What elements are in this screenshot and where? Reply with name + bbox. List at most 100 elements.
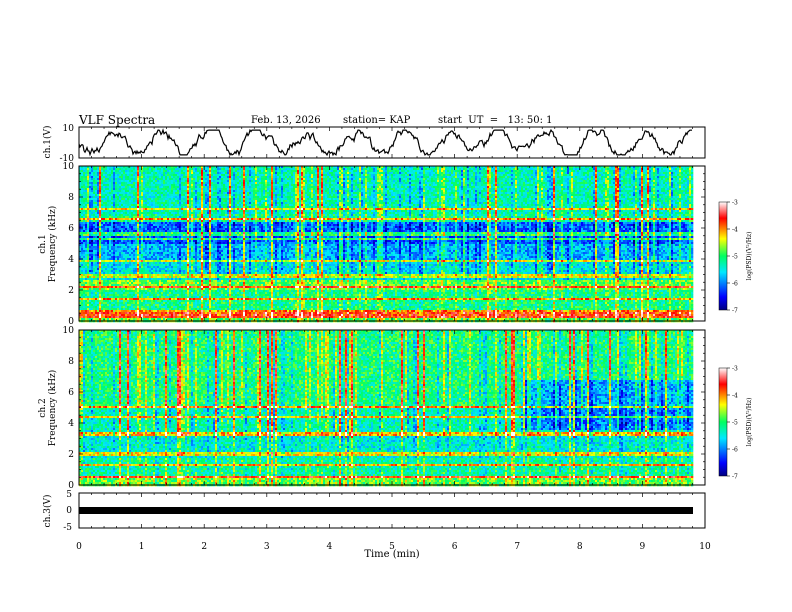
spectrogram-cell — [613, 172, 616, 175]
spectrogram-cell — [497, 190, 500, 193]
spectrogram-cell — [539, 188, 542, 191]
spectrogram-cell — [371, 172, 374, 175]
spectrogram-cell — [289, 194, 292, 197]
spectrogram-cell — [91, 198, 94, 201]
spectrogram-cell — [499, 180, 502, 183]
spectrogram-cell — [381, 194, 384, 197]
spectrogram-cell — [441, 172, 444, 175]
spectrogram-cell — [681, 190, 684, 193]
spectrogram-cell — [155, 198, 158, 201]
spectrogram-cell — [569, 194, 572, 197]
spectrogram-cell — [545, 194, 548, 197]
spectrogram-cell — [573, 178, 576, 181]
spectrogram-cell — [493, 168, 496, 171]
spectrogram-cell — [419, 194, 422, 197]
spectrogram-cell — [97, 172, 100, 175]
spectrogram-cell — [317, 172, 320, 175]
spectrogram-cell — [567, 174, 570, 177]
spectrogram-cell — [523, 166, 526, 169]
spectrogram-cell — [599, 194, 602, 197]
spectrogram-cell — [423, 174, 426, 177]
spectrogram-cell — [163, 176, 166, 179]
spectrogram-cell — [135, 188, 138, 191]
spectrogram-cell — [121, 196, 124, 199]
spectrogram-cell — [81, 168, 84, 171]
spectrogram-cell — [375, 166, 378, 169]
spectrogram-cell — [221, 188, 224, 191]
spectrogram-cell — [265, 176, 268, 179]
spectrogram-cell — [195, 174, 198, 177]
spectrogram-cell — [431, 170, 434, 173]
spectrogram-cell — [573, 166, 576, 169]
spectrogram-cell — [501, 174, 504, 177]
spectrogram-cell — [267, 174, 270, 177]
spectrogram-cell — [685, 182, 688, 185]
spectrogram-cell — [355, 178, 358, 181]
spectrogram-cell — [387, 190, 390, 193]
spectrogram-cell — [607, 190, 610, 193]
spectrogram-cell — [457, 176, 460, 179]
spectrogram-cell — [657, 184, 660, 187]
spectrogram-cell — [107, 190, 110, 193]
spectrogram-cell — [105, 178, 108, 181]
spectrogram-cell — [193, 196, 196, 199]
spectrogram-cell — [189, 172, 192, 175]
spectrogram-cell — [139, 170, 142, 173]
spectrogram-cell — [341, 194, 344, 197]
spectrogram-cell — [685, 170, 688, 173]
spectrogram-cell — [493, 176, 496, 179]
spectrogram-cell — [371, 192, 374, 195]
spectrogram-cell — [415, 194, 418, 197]
spectrogram-cell — [627, 192, 630, 195]
spectrogram-cell — [471, 176, 474, 179]
spectrogram-cell — [533, 182, 536, 185]
spectrogram-cell — [209, 178, 212, 181]
spectrogram-cell — [663, 194, 666, 197]
spectrogram-cell — [205, 178, 208, 181]
spectrogram-cell — [281, 196, 284, 199]
spectrogram-cell — [623, 180, 626, 183]
spectrogram-cell — [83, 194, 86, 197]
spectrogram-cell — [541, 170, 544, 173]
spectrogram-cell — [411, 188, 414, 191]
spectrogram-cell — [639, 180, 642, 183]
spectrogram-cell — [547, 180, 550, 183]
spectrogram-cell — [315, 186, 318, 189]
spectrogram-cell — [473, 166, 476, 169]
spectrogram-cell — [371, 178, 374, 181]
spectrogram-cell — [479, 174, 482, 177]
spectrogram-cell — [463, 184, 466, 187]
spectrogram-cell — [291, 170, 294, 173]
spectrogram-cell — [667, 178, 670, 181]
spectrogram-cell — [571, 174, 574, 177]
spectrogram-cell — [295, 174, 298, 177]
spectrogram-cell — [495, 174, 498, 177]
spectrogram-cell — [611, 168, 614, 171]
spectrogram-cell — [177, 198, 180, 201]
spectrogram-cell — [671, 174, 674, 177]
spectrogram-cell — [301, 188, 304, 191]
spectrogram-cell — [183, 192, 186, 195]
spectrogram-cell — [227, 172, 230, 175]
spectrogram-cell — [473, 176, 476, 179]
spectrogram-cell — [319, 186, 322, 189]
spectrogram-cell — [211, 196, 214, 199]
spectrogram-cell — [191, 186, 194, 189]
spectrogram-cell — [469, 194, 472, 197]
spectrogram-cell — [411, 192, 414, 195]
spectrogram-cell — [135, 180, 138, 183]
spectrogram-cell — [561, 196, 564, 199]
spectrogram-cell — [329, 172, 332, 175]
spectrogram-cell — [107, 192, 110, 195]
spectrogram-cell — [521, 180, 524, 183]
spectrogram-cell — [355, 188, 358, 191]
spectrogram-cell — [671, 180, 674, 183]
spectrogram-cell — [283, 178, 286, 181]
spectrogram-cell — [423, 168, 426, 171]
spectrogram-cell — [577, 168, 580, 171]
spectrogram-cell — [533, 174, 536, 177]
spectrogram-cell — [685, 180, 688, 183]
spectrogram-cell — [199, 178, 202, 181]
spectrogram-cell — [589, 182, 592, 185]
spectrogram-cell — [559, 190, 562, 193]
